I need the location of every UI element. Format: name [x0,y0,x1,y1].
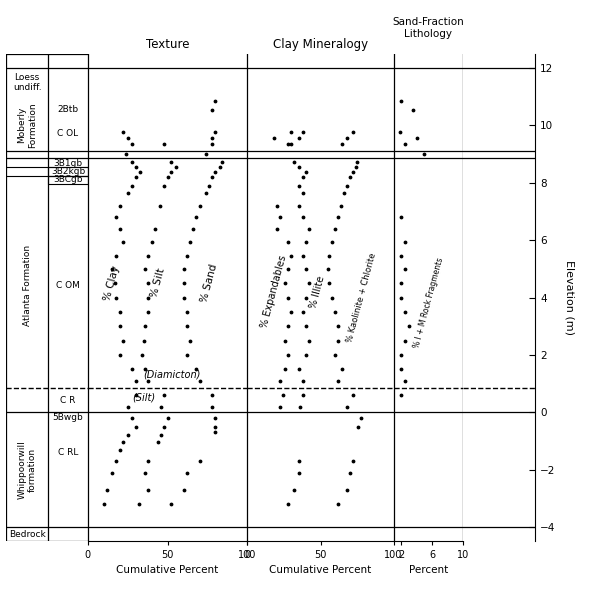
Bar [49,176,88,184]
Text: % I + M Rock Fragments: % I + M Rock Fragments [412,257,445,349]
Text: Clay Mineralogy: Clay Mineralogy [273,37,368,51]
Text: Sand-Fraction
Lithology: Sand-Fraction Lithology [392,17,464,39]
Text: % Expandables: % Expandables [259,254,288,329]
Text: C R: C R [60,396,76,405]
Text: Loess
undiff.: Loess undiff. [13,73,41,92]
Text: % Illite: % Illite [308,274,327,309]
Text: C OL: C OL [58,129,79,139]
Text: (Silt): (Silt) [132,393,155,403]
Text: Moberly
Formation: Moberly Formation [17,102,37,148]
Text: C RL: C RL [58,448,78,457]
X-axis label: Cumulative Percent: Cumulative Percent [269,565,371,575]
Text: Whippoorwill
formation: Whippoorwill formation [17,440,37,499]
X-axis label: Cumulative Percent: Cumulative Percent [116,565,218,575]
Text: % Sand: % Sand [199,263,219,303]
Text: 3B1gb: 3B1gb [53,159,83,168]
Y-axis label: Elevation (m): Elevation (m) [565,260,575,335]
Text: (Diamicton): (Diamicton) [143,370,201,380]
Text: 2Btb: 2Btb [58,105,79,114]
Text: Bedrock: Bedrock [9,530,46,539]
Text: C OM: C OM [56,281,80,290]
Text: 5Bwgb: 5Bwgb [53,413,83,422]
Bar [49,167,88,176]
X-axis label: Percent: Percent [409,565,448,575]
Text: Texture: Texture [146,37,189,51]
Text: % Kaolinite + Chlorite: % Kaolinite + Chlorite [345,252,378,343]
Text: % Clay: % Clay [102,264,121,302]
Text: 3B2kgb: 3B2kgb [51,167,85,176]
Text: 3BCgb: 3BCgb [53,175,83,184]
Text: % Silt: % Silt [149,267,167,299]
Text: Atlanta Formation: Atlanta Formation [23,245,32,326]
